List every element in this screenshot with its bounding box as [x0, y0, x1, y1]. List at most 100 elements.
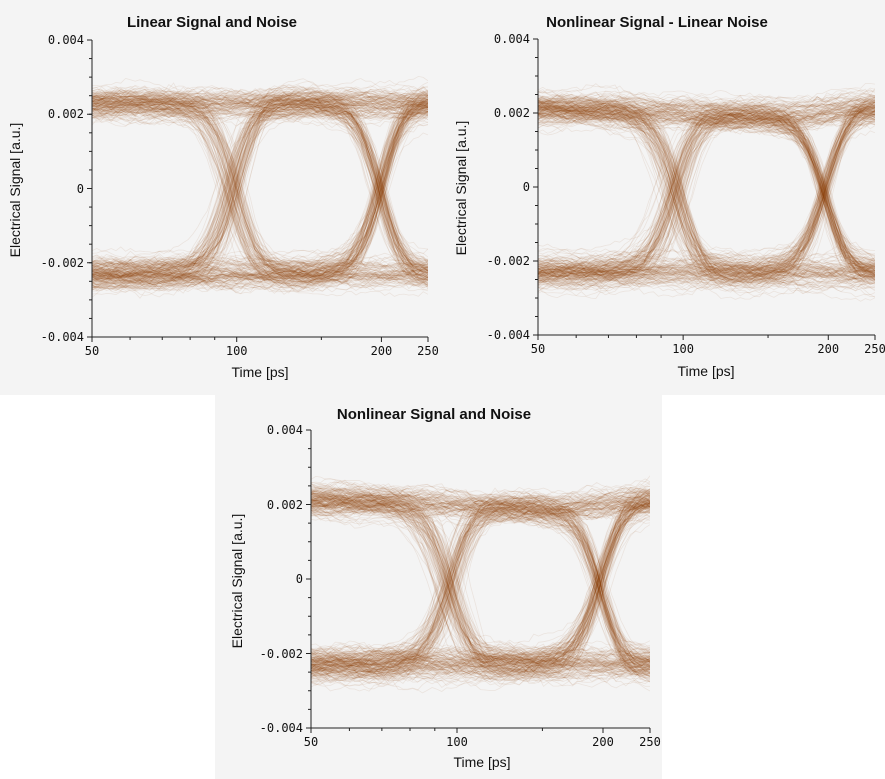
eye-trace [92, 102, 428, 285]
eye-trace [538, 105, 875, 280]
eye-trace [538, 106, 875, 283]
eye-trace [92, 94, 428, 270]
x-axis-label: Time [ps] [677, 363, 735, 379]
eye-trace [538, 110, 875, 268]
eye-trace [311, 482, 650, 669]
eye-trace [92, 111, 428, 276]
eye-trace [538, 93, 875, 108]
eye-trace [538, 111, 875, 285]
eye-trace [311, 483, 650, 676]
eye-trace [311, 502, 650, 681]
eye-trace [538, 107, 875, 283]
eye-trace [311, 502, 650, 684]
eye-trace [92, 96, 428, 273]
eye-trace [538, 106, 875, 271]
eye-trace [92, 102, 428, 285]
eye-trace [92, 99, 428, 262]
y-tick-label: -0.004 [486, 328, 530, 342]
eye-trace [311, 510, 650, 675]
eye-trace [311, 655, 650, 668]
eye-trace [311, 498, 650, 679]
eye-trace [538, 96, 875, 264]
eye-trace [92, 123, 428, 274]
eye-trace [92, 106, 428, 291]
eye-trace [92, 271, 428, 283]
eye-trace [538, 120, 875, 282]
eye-trace [538, 103, 875, 274]
eye-trace [538, 105, 875, 127]
eye-trace [538, 253, 875, 269]
eye-trace [311, 499, 650, 656]
eye-trace [538, 101, 875, 277]
eye-trace [538, 106, 875, 279]
eye-trace [92, 87, 428, 272]
eye-trace [92, 77, 428, 282]
eye-trace [311, 496, 650, 682]
eye-trace [538, 112, 875, 130]
eye-trace [92, 101, 428, 289]
eye-trace [92, 115, 428, 284]
eye-trace [92, 100, 428, 268]
eye-trace [311, 501, 650, 672]
eye-trace [311, 496, 650, 675]
eye-trace [311, 512, 650, 667]
eye-trace [311, 486, 650, 674]
eye-trace [538, 109, 875, 272]
eye-trace [538, 109, 875, 284]
eye-trace [92, 97, 428, 271]
eye-trace [538, 90, 875, 277]
eye-trace [92, 101, 428, 267]
eye-trace [92, 84, 428, 277]
eye-trace [538, 120, 875, 276]
eye-trace [538, 98, 875, 273]
eye-trace [92, 101, 428, 285]
eye-trace [92, 97, 428, 273]
eye-trace [92, 103, 428, 285]
eye-trace [538, 112, 875, 277]
eye-trace [538, 114, 875, 275]
eye-trace [311, 500, 650, 683]
eye-trace [311, 499, 650, 682]
eye-trace [311, 498, 650, 669]
eye-trace [311, 498, 650, 516]
eye-trace [311, 656, 650, 674]
eye-trace [311, 648, 650, 666]
eye-trace [538, 100, 875, 280]
eye-trace [92, 268, 428, 280]
eye-trace [538, 117, 875, 267]
eye-trace [538, 109, 875, 126]
eye-trace [538, 98, 875, 271]
eye-trace [92, 102, 428, 285]
eye-trace [92, 111, 428, 267]
eye-trace [311, 501, 650, 678]
plot-area [533, 38, 876, 340]
eye-trace [538, 117, 875, 278]
eye-trace [538, 273, 875, 288]
eye-trace [92, 99, 428, 278]
eye-trace [92, 101, 428, 274]
eye-trace [311, 654, 650, 674]
eye-trace [538, 105, 875, 288]
eye-trace [538, 96, 875, 275]
eye-trace [538, 104, 875, 273]
eye-trace [92, 96, 428, 288]
y-tick-label: 0 [76, 181, 84, 196]
eye-trace [538, 118, 875, 276]
eye-trace [311, 658, 650, 670]
eye-trace [92, 95, 428, 281]
eye-trace [311, 502, 650, 681]
eye-trace [92, 117, 428, 277]
eye-trace [538, 107, 875, 278]
eye-trace [311, 492, 650, 683]
eye-trace [538, 106, 875, 270]
eye-trace [311, 657, 650, 669]
eye-trace [538, 104, 875, 270]
eye-trace [538, 100, 875, 277]
eye-trace [538, 102, 875, 280]
eye-trace [311, 502, 650, 675]
eye-trace [311, 514, 650, 670]
eye-trace [538, 96, 875, 278]
eye-trace [538, 106, 875, 283]
eye-trace [538, 112, 875, 264]
eye-trace [92, 94, 428, 109]
